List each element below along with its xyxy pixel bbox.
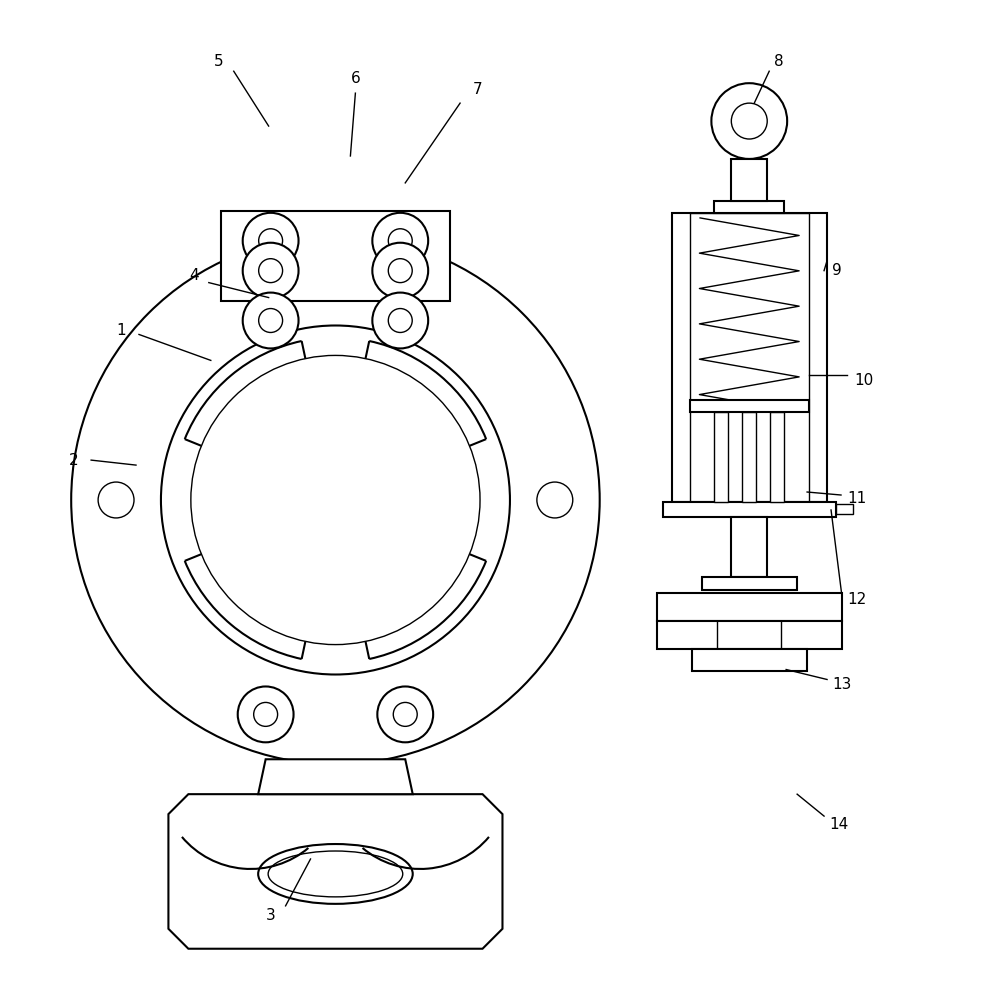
Text: 8: 8: [774, 54, 784, 69]
Bar: [714, 201, 784, 213]
Bar: [714, 412, 728, 502]
Circle shape: [377, 686, 433, 742]
Circle shape: [242, 213, 298, 269]
Bar: [743, 412, 756, 502]
Polygon shape: [258, 759, 413, 794]
Circle shape: [254, 702, 278, 726]
Circle shape: [242, 293, 298, 348]
Circle shape: [237, 686, 294, 742]
Text: 5: 5: [214, 54, 224, 69]
Circle shape: [259, 229, 283, 253]
Circle shape: [259, 309, 283, 332]
Circle shape: [259, 259, 283, 283]
Bar: [835, 504, 853, 514]
Circle shape: [388, 229, 413, 253]
Circle shape: [71, 236, 600, 764]
Text: 3: 3: [266, 908, 276, 923]
Circle shape: [731, 103, 767, 139]
Bar: [672, 213, 826, 502]
Text: 7: 7: [473, 82, 483, 97]
Circle shape: [388, 309, 413, 332]
Circle shape: [98, 482, 134, 518]
Text: 4: 4: [189, 268, 199, 283]
Bar: [657, 621, 841, 649]
Text: 12: 12: [847, 592, 867, 607]
Polygon shape: [168, 794, 502, 949]
Ellipse shape: [268, 851, 403, 897]
Bar: [731, 159, 767, 201]
Bar: [770, 412, 784, 502]
Circle shape: [537, 482, 572, 518]
Bar: [691, 649, 807, 671]
Bar: [690, 400, 809, 412]
Bar: [702, 577, 797, 590]
Circle shape: [393, 702, 418, 726]
Circle shape: [191, 355, 480, 645]
Circle shape: [711, 83, 787, 159]
Circle shape: [372, 213, 428, 269]
Text: 6: 6: [351, 71, 361, 86]
Bar: [221, 211, 450, 301]
Text: 9: 9: [832, 263, 842, 278]
Bar: [657, 593, 841, 621]
Circle shape: [161, 325, 510, 675]
Bar: [690, 213, 809, 502]
Text: 2: 2: [69, 453, 79, 468]
Text: 14: 14: [829, 817, 849, 832]
Bar: [663, 502, 835, 517]
Ellipse shape: [258, 844, 413, 904]
Text: 10: 10: [854, 373, 874, 388]
Bar: [731, 517, 767, 577]
Text: 13: 13: [832, 677, 852, 692]
Text: 1: 1: [116, 323, 126, 338]
Circle shape: [372, 293, 428, 348]
Circle shape: [372, 243, 428, 299]
Circle shape: [388, 259, 413, 283]
Text: 11: 11: [847, 491, 867, 506]
Circle shape: [242, 243, 298, 299]
